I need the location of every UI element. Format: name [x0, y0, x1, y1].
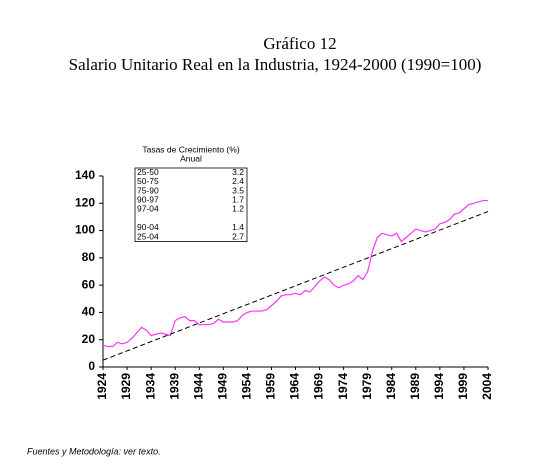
x-tick-label: 1944 [191, 373, 205, 400]
y-tick-label: 20 [82, 332, 96, 346]
table-value: 3.2 [232, 167, 244, 177]
table-title: Anual [180, 153, 202, 163]
table-label: 97-04 [137, 204, 159, 214]
table-label: 50-75 [137, 176, 159, 186]
x-tick-label: 1994 [432, 373, 446, 400]
y-tick-label: 100 [75, 223, 95, 237]
table-label: 90-04 [137, 222, 159, 232]
y-tick-label: 80 [82, 250, 96, 264]
x-tick-label: 1974 [336, 373, 350, 400]
table-title: Tasas de Crecimiento (%) [142, 144, 239, 154]
x-tick-label: 1959 [264, 373, 278, 400]
x-tick-label: 1999 [456, 373, 470, 400]
table-label: 90-97 [137, 194, 159, 204]
chart-subtitle: Salario Unitario Real en la Industria, 1… [69, 55, 482, 74]
y-tick-label: 40 [82, 305, 96, 319]
x-tick-label: 1964 [288, 373, 302, 400]
table-label: 25-04 [137, 231, 159, 241]
table-value: 1.4 [232, 222, 244, 232]
x-tick-label: 1934 [143, 373, 157, 400]
chart-title: Gráfico 12 [263, 34, 336, 53]
x-tick-label: 1939 [167, 373, 181, 400]
y-tick-label: 60 [82, 277, 96, 291]
data-line [102, 211, 489, 361]
footnote: Fuentes y Metodología: ver texto. [27, 446, 161, 456]
y-tick-label: 0 [88, 359, 95, 373]
data-line [102, 199, 488, 348]
x-tick-label: 2004 [480, 373, 494, 400]
x-tick-label: 1984 [384, 373, 398, 400]
y-tick-label: 120 [75, 195, 95, 209]
table-border [134, 167, 248, 242]
table-label: 25-50 [137, 167, 159, 177]
x-tick-label: 1989 [408, 373, 422, 400]
x-tick-label: 1954 [240, 373, 254, 400]
table-value: 1.7 [232, 194, 244, 204]
table-label: 75-90 [137, 185, 159, 195]
x-tick-label: 1969 [312, 373, 326, 400]
table-value: 2.4 [232, 176, 244, 186]
x-tick-label: 1979 [360, 373, 374, 400]
table-value: 2.7 [232, 231, 244, 241]
x-tick-label: 1949 [215, 373, 229, 400]
table-value: 1.2 [232, 204, 244, 214]
x-tick-label: 1924 [95, 373, 109, 400]
y-tick-label: 140 [75, 168, 95, 182]
x-tick-label: 1929 [119, 373, 133, 400]
table-value: 3.5 [232, 185, 244, 195]
